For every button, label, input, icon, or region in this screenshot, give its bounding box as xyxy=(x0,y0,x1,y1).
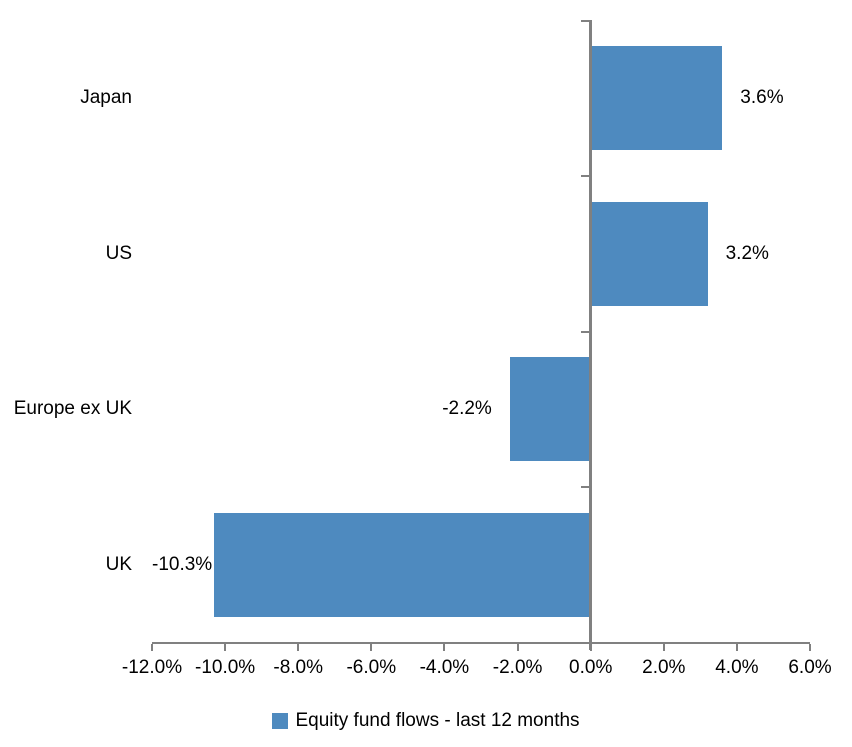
legend: Equity fund flows - last 12 months xyxy=(0,708,852,734)
x-axis-tick xyxy=(735,644,738,651)
category-label-us: US xyxy=(105,243,132,264)
category-label-japan: Japan xyxy=(80,87,132,108)
data-label-us: 3.2% xyxy=(725,243,769,264)
x-axis-tick xyxy=(297,644,300,651)
x-tick-label: -6.0% xyxy=(346,657,397,678)
x-tick-label: -4.0% xyxy=(419,657,470,678)
x-tick-label: -2.0% xyxy=(492,657,543,678)
x-axis-tick xyxy=(662,644,665,651)
x-tick-label: 2.0% xyxy=(642,657,686,678)
bar-japan xyxy=(590,45,723,150)
x-tick-label: 4.0% xyxy=(715,657,759,678)
x-axis-tick xyxy=(370,644,373,651)
legend-label: Equity fund flows - last 12 months xyxy=(295,710,580,731)
x-axis-tick xyxy=(589,644,592,651)
bar-us xyxy=(590,201,708,306)
data-label-uk: -10.3% xyxy=(152,554,213,575)
x-axis-tick xyxy=(443,644,446,651)
category-axis-tick xyxy=(581,330,591,333)
x-tick-label: 6.0% xyxy=(788,657,832,678)
category-label-uk: UK xyxy=(105,554,132,575)
category-axis-tick xyxy=(581,20,591,22)
bar-uk xyxy=(214,513,591,618)
category-label-europe-ex-uk: Europe ex UK xyxy=(13,398,132,419)
data-label-europe-ex-uk: -2.2% xyxy=(442,398,492,419)
category-axis-tick xyxy=(581,486,591,489)
legend-marker-swatch xyxy=(272,713,289,729)
category-axis-tick xyxy=(581,174,591,177)
x-tick-label: -12.0% xyxy=(121,657,183,678)
bar-europe-ex-uk xyxy=(510,357,591,462)
value-axis-line xyxy=(589,20,593,650)
data-label-japan: 3.6% xyxy=(740,87,784,108)
x-tick-label: -10.0% xyxy=(194,657,256,678)
x-axis-tick xyxy=(809,644,811,651)
x-tick-label: -8.0% xyxy=(273,657,324,678)
x-axis-tick xyxy=(224,644,227,651)
x-axis-line xyxy=(152,642,810,644)
x-axis-tick xyxy=(151,644,153,651)
x-tick-label: 0.0% xyxy=(569,657,613,678)
x-axis-tick xyxy=(516,644,519,651)
